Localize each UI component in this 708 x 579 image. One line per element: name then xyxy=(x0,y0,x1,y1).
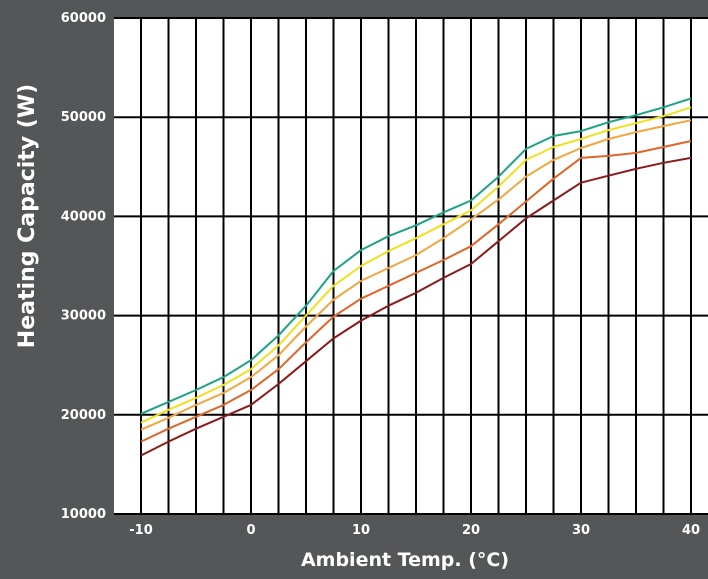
y-tick-label: 40000 xyxy=(61,209,106,224)
y-axis-label: Heating Capacity (W) xyxy=(15,84,40,348)
y-tick-label: 30000 xyxy=(61,309,106,324)
x-tick-label: 30 xyxy=(572,523,590,538)
x-tick-label: 0 xyxy=(246,523,255,538)
y-tick-label: 10000 xyxy=(61,507,106,522)
series-line-3 xyxy=(140,119,692,431)
y-tick-label: 50000 xyxy=(61,110,106,125)
series-line-1 xyxy=(140,97,692,415)
series-lines xyxy=(140,97,692,457)
plot-area xyxy=(114,18,708,514)
y-tick-label: 20000 xyxy=(61,408,106,423)
x-tick-label: 10 xyxy=(352,523,370,538)
x-axis-label: Ambient Temp. (°C) xyxy=(301,549,509,571)
series-line-2 xyxy=(140,106,692,424)
y-tick-label: 60000 xyxy=(61,11,106,26)
grid xyxy=(114,17,708,515)
x-tick-label: 40 xyxy=(682,523,700,538)
x-tick-label: 20 xyxy=(462,523,480,538)
tick-labels: -10 0 10 20 30 40 10000 20000 30000 40000 50000 600… xyxy=(61,11,700,538)
series-line-4 xyxy=(140,140,692,443)
series-line-5 xyxy=(140,156,692,457)
x-tick-label: -10 xyxy=(129,523,153,538)
